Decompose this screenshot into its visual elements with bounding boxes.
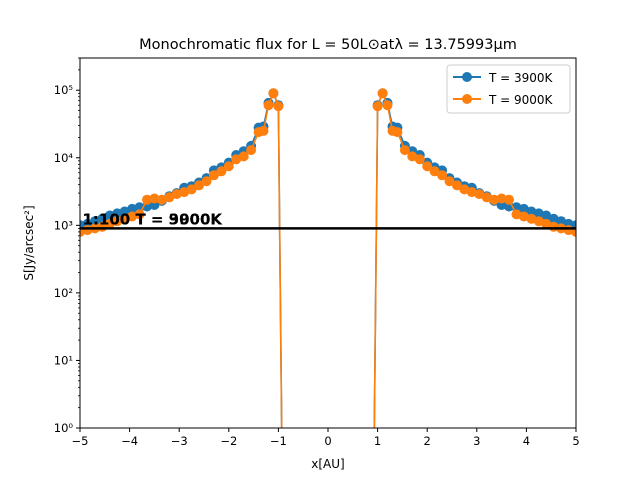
y-tick-label: 10⁴ <box>54 151 74 165</box>
series-0-point <box>518 203 529 214</box>
y-tick-label: 10³ <box>54 218 74 232</box>
x-tick-label: 2 <box>424 434 431 448</box>
series-1-point <box>194 180 204 191</box>
series-1-point <box>216 166 227 177</box>
series-1-point <box>134 209 145 220</box>
series-1-point <box>201 176 212 187</box>
series-1-point <box>504 194 514 205</box>
series-1-point <box>489 194 500 205</box>
series-1-point <box>246 145 257 156</box>
series-1-point <box>119 213 130 224</box>
x-tick-label: 4 <box>523 434 530 448</box>
x-tick-label: −3 <box>171 434 188 448</box>
x-tick-label: −4 <box>121 434 138 448</box>
annotation-label-9000: 1:100 T = 9000K <box>82 210 223 228</box>
series-1-point <box>518 211 529 222</box>
series-1-point <box>238 151 249 162</box>
legend-marker-9000 <box>462 94 472 104</box>
annotation-label-3900: 1:100 T = 3900K <box>82 210 223 228</box>
legend-marker-3900 <box>462 72 472 82</box>
series-1-point <box>407 151 418 162</box>
series-1-point <box>466 187 477 198</box>
x-axis-label: x[AU] <box>311 457 344 471</box>
x-axis-ticks: −5 −4 −3 −2 −1 0 1 2 3 4 5 <box>72 428 580 448</box>
plot-series-area <box>80 88 576 428</box>
series-0-point <box>541 210 552 221</box>
x-tick-label: −2 <box>220 434 237 448</box>
x-tick-label: 0 <box>324 434 331 448</box>
series-1-point <box>382 100 393 111</box>
series-1-point <box>171 189 182 200</box>
chart-title: Monochromatic flux for L = 50L⊙atλ = 13.… <box>139 37 517 53</box>
series-1-point <box>452 180 462 191</box>
legend: T = 3900K T = 9000K <box>446 64 571 114</box>
series-1-point <box>273 101 284 112</box>
series-1-point <box>414 154 425 165</box>
y-axis-ticks: 10⁰ 10¹ 10² 10³ 10⁴ 10⁵ <box>54 57 80 435</box>
series-1-point <box>541 218 552 229</box>
series-0-point <box>556 216 567 227</box>
x-tick-label: −1 <box>270 434 287 448</box>
series-0-point <box>97 213 108 224</box>
series-1-point <box>156 194 167 205</box>
series-1-point <box>377 88 388 99</box>
series-1-point <box>223 161 234 172</box>
x-tick-label: −5 <box>72 434 89 448</box>
x-tick-label: 1 <box>374 434 381 448</box>
series-1-point <box>142 194 152 205</box>
legend-entry-3900: T = 3900K <box>488 71 554 85</box>
series-1-point <box>437 170 448 181</box>
series-1-point <box>392 127 403 138</box>
series-line-0 <box>80 91 576 428</box>
series-1-point <box>231 154 242 165</box>
series-1-point <box>422 161 433 172</box>
series-1-point <box>208 170 219 181</box>
series-1-point <box>399 145 410 156</box>
series-line-1 <box>80 91 576 428</box>
legend-entry-9000: T = 9000K <box>488 93 554 107</box>
series-1-point <box>372 101 383 112</box>
y-tick-label: 10⁵ <box>54 83 74 97</box>
y-tick-label: 10¹ <box>54 353 73 367</box>
series-1-point <box>429 166 440 177</box>
y-axis-label: S[Jy/arcsec²] <box>22 205 36 280</box>
series-1-point <box>496 193 507 204</box>
x-tick-label: 5 <box>572 434 579 448</box>
series-1-point <box>258 125 269 136</box>
y-tick-label: 10² <box>54 286 73 300</box>
series-1-point <box>186 184 197 195</box>
series-1-point <box>263 100 274 111</box>
series-1-point <box>268 88 279 99</box>
y-tick-label: 10⁰ <box>54 421 74 435</box>
series-0-point <box>119 206 130 217</box>
series-1-point <box>444 176 455 187</box>
series-1-point <box>149 193 160 204</box>
series-1-point <box>481 192 492 203</box>
x-tick-label: 3 <box>473 434 480 448</box>
